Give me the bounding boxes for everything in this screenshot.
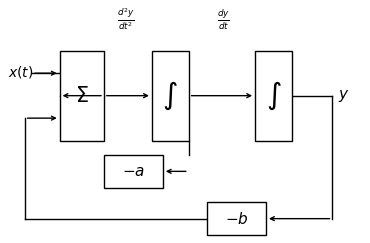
FancyBboxPatch shape xyxy=(104,155,163,188)
FancyBboxPatch shape xyxy=(255,51,292,141)
Text: $\frac{dy}{dt}$: $\frac{dy}{dt}$ xyxy=(217,8,230,32)
Text: $- b$: $- b$ xyxy=(225,211,249,227)
Text: $- a$: $- a$ xyxy=(122,164,145,179)
FancyBboxPatch shape xyxy=(60,51,104,141)
Text: $\int$: $\int$ xyxy=(266,79,281,112)
FancyBboxPatch shape xyxy=(152,51,189,141)
Text: $\frac{d^2y}{dt^2}$: $\frac{d^2y}{dt^2}$ xyxy=(117,6,135,32)
Text: $x(t)$: $x(t)$ xyxy=(8,64,34,80)
Text: $\Sigma$: $\Sigma$ xyxy=(75,86,89,106)
FancyBboxPatch shape xyxy=(207,202,266,235)
Text: $y$: $y$ xyxy=(338,88,350,104)
Text: $\int$: $\int$ xyxy=(162,79,178,112)
